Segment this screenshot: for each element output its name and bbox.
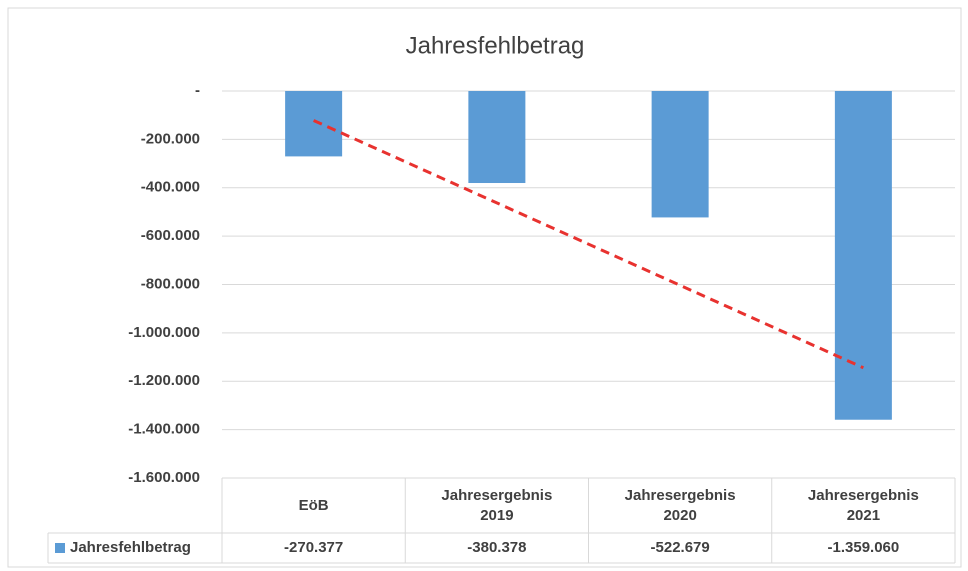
table-value: -1.359.060 [827,539,900,556]
y-tick-label: -1.000.000 [128,324,200,341]
table-value: -270.377 [284,539,344,556]
y-tick-label: -1.200.000 [128,372,200,389]
x-tick-label: Jahresergebnis 2019 [441,486,553,524]
trendline [313,119,864,370]
x-tick-label: EöB [298,496,329,514]
chart-title: Jahresfehlbetrag [406,32,585,59]
y-tick-label: - [195,82,200,99]
bar [285,91,343,157]
bar [834,91,892,420]
bar [468,91,526,184]
legend-label: Jahresfehlbetrag [70,539,191,556]
y-tick-label: -400.000 [141,179,200,196]
bar [651,91,709,218]
y-tick-label: -1.400.000 [128,421,200,438]
chart-border [7,7,962,568]
y-tick-label: -800.000 [141,275,200,292]
table-value: -522.679 [650,539,710,556]
table-value: -380.378 [467,539,527,556]
legend-swatch [55,543,65,553]
x-tick-label: Jahresergebnis 2020 [624,486,736,524]
y-tick-label: -600.000 [141,227,200,244]
y-tick-label: -200.000 [141,130,200,147]
y-tick-label: -1.600.000 [128,469,200,486]
x-tick-label: Jahresergebnis 2021 [807,486,919,524]
